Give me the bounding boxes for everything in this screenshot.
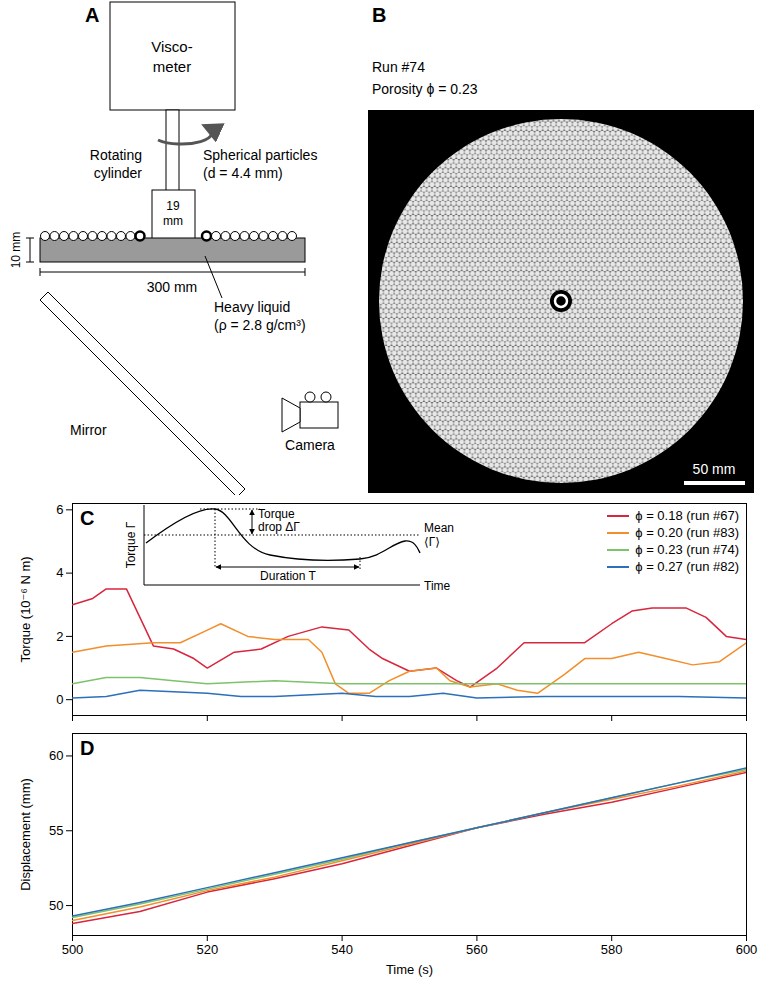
svg-text:⟨Γ⟩: ⟨Γ⟩: [424, 535, 440, 549]
svg-text:19: 19: [166, 199, 180, 213]
svg-text:60: 60: [49, 748, 63, 763]
svg-text:B: B: [372, 4, 386, 26]
svg-text:Time: Time: [424, 579, 451, 593]
svg-text:cylinder: cylinder: [94, 165, 143, 181]
svg-text:55: 55: [49, 823, 63, 838]
svg-text:Torque (10⁻⁶ N m): Torque (10⁻⁶ N m): [18, 556, 33, 662]
svg-text:Mean: Mean: [424, 521, 454, 535]
html-text:ϕ = 0.20 (run #83): ϕ = 0.20 (run #83): [635, 525, 739, 540]
svg-text:(d = 4.4 mm): (d = 4.4 mm): [203, 165, 283, 181]
svg-text:300 mm: 300 mm: [147, 279, 198, 295]
svg-text:Mirror: Mirror: [70, 422, 107, 438]
svg-text:Rotating: Rotating: [90, 147, 142, 163]
svg-text:50: 50: [49, 898, 63, 913]
svg-text:Heavy liquid: Heavy liquid: [214, 299, 290, 315]
html-text:ϕ = 0.18 (run #67): ϕ = 0.18 (run #67): [635, 508, 739, 523]
svg-text:520: 520: [196, 942, 218, 957]
svg-text:drop ΔΓ: drop ΔΓ: [258, 520, 300, 534]
html-text:D: D: [80, 737, 95, 759]
svg-text:Porosity ϕ = 0.23: Porosity ϕ = 0.23: [372, 81, 478, 97]
svg-text:Displacement (mm): Displacement (mm): [18, 778, 33, 891]
svg-text:Spherical particles: Spherical particles: [203, 147, 317, 163]
svg-text:50 mm: 50 mm: [693, 461, 736, 477]
svg-text:mm: mm: [163, 214, 183, 228]
svg-text:4: 4: [56, 565, 63, 580]
svg-text:2: 2: [56, 629, 63, 644]
html-text:ϕ = 0.23 (run #74): ϕ = 0.23 (run #74): [635, 542, 739, 557]
svg-text:580: 580: [601, 942, 623, 957]
svg-text:Torque Γ: Torque Γ: [124, 521, 138, 568]
html-text:ϕ = 0.27 (run #82): ϕ = 0.27 (run #82): [635, 559, 739, 574]
svg-text:500: 500: [62, 942, 84, 957]
svg-text:540: 540: [331, 942, 353, 957]
svg-text:(ρ = 2.8 g/cm³): (ρ = 2.8 g/cm³): [214, 317, 306, 333]
svg-text:Duration T: Duration T: [260, 569, 316, 583]
svg-text:Run #74: Run #74: [372, 59, 425, 75]
svg-text:560: 560: [466, 942, 488, 957]
svg-text:Camera: Camera: [285, 437, 335, 453]
svg-text:A: A: [85, 4, 99, 26]
svg-text:10 mm: 10 mm: [9, 232, 23, 269]
svg-text:meter: meter: [153, 58, 191, 75]
html-text:C: C: [80, 507, 95, 529]
svg-text:Torque: Torque: [258, 507, 295, 521]
svg-text:6: 6: [56, 502, 63, 517]
svg-text:0: 0: [56, 692, 63, 707]
svg-text:600: 600: [736, 942, 758, 957]
svg-text:Visco-: Visco-: [151, 38, 192, 55]
svg-text:Time (s): Time (s): [386, 962, 433, 977]
